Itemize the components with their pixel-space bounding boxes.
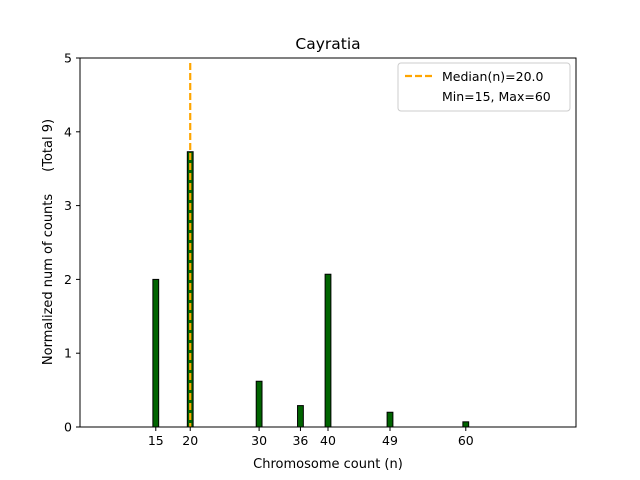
legend-box [397, 62, 571, 112]
bar-36 [297, 405, 304, 428]
legend: Median(n)=20.0 Min=15, Max=60 [397, 62, 571, 112]
x-axis-label: Chromosome count (n) [253, 457, 403, 472]
y-axis-ticks: 0 1 2 3 4 5 [64, 51, 80, 435]
x-tick-label-15: 15 [148, 433, 164, 448]
bar-30 [255, 380, 263, 428]
x-tick-label-49: 49 [382, 433, 398, 448]
x-tick-label-30: 30 [251, 433, 267, 448]
x-tick-label-40: 40 [320, 433, 336, 448]
y-tick-label-2: 2 [64, 272, 72, 287]
legend-minmax-label: Min=15, Max=60 [442, 89, 551, 104]
bar-40 [324, 273, 332, 428]
y-tick-label-1: 1 [64, 346, 72, 361]
legend-median-label: Median(n)=20.0 [442, 69, 543, 84]
bar-49 [386, 411, 394, 428]
bar-15 [152, 278, 160, 428]
x-tick-label-60: 60 [458, 433, 474, 448]
y-tick-label-3: 3 [64, 198, 72, 213]
y-axis-label-main: Normalized num of counts [41, 194, 56, 365]
chart-title: Cayratia [295, 35, 360, 53]
bar-60 [462, 421, 470, 428]
y-axis-label-total: (Total 9) [41, 119, 56, 172]
bars-layer [152, 151, 470, 428]
y-axis-label: Normalized num of counts (Total 9) [41, 119, 56, 365]
x-tick-label-36: 36 [292, 433, 308, 448]
x-tick-label-20: 20 [182, 433, 198, 448]
y-tick-label-0: 0 [64, 420, 72, 435]
y-tick-label-4: 4 [64, 124, 72, 139]
x-axis-ticks: 15 20 30 36 40 49 60 [148, 427, 474, 448]
y-tick-label-5: 5 [64, 51, 72, 66]
